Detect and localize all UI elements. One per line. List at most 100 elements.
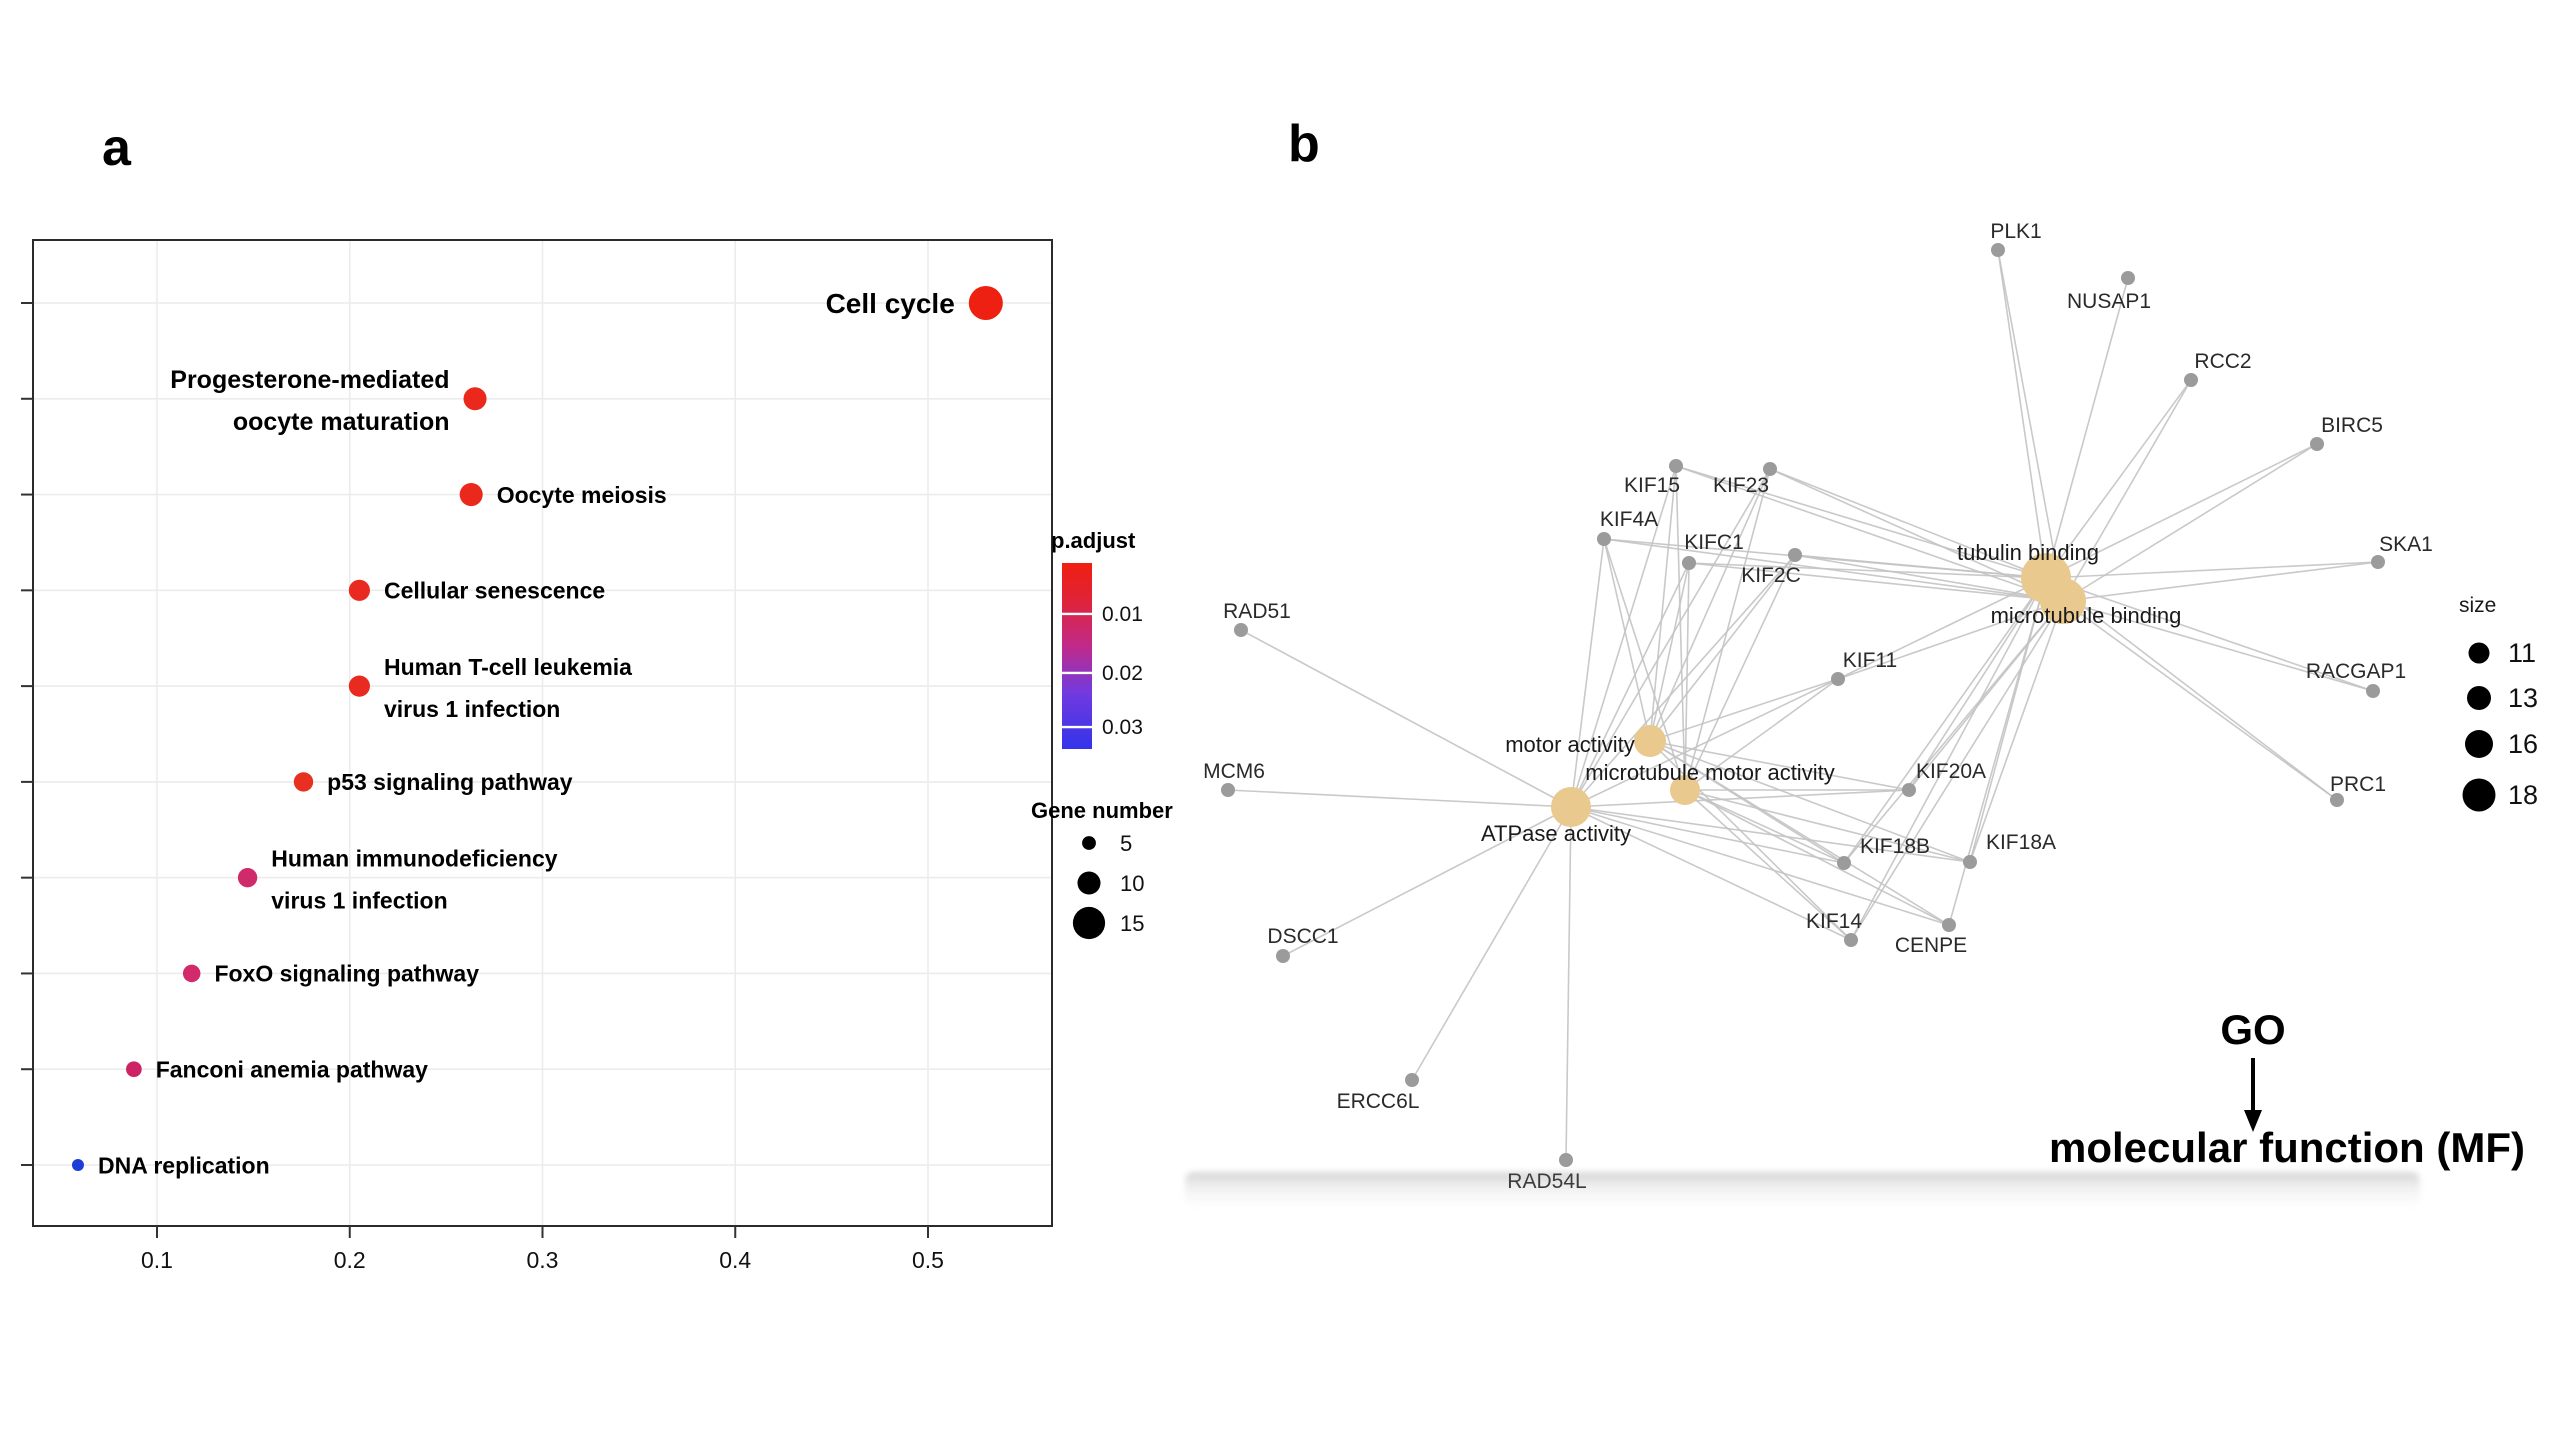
gene-number-legend-dot	[1077, 871, 1101, 895]
network-edge	[1843, 600, 2064, 864]
network-edge	[1684, 789, 1971, 863]
gene-label-KIF2C: KIF2C	[1741, 564, 1801, 587]
network-edge	[1570, 806, 1971, 863]
gene-label-BIRC5: BIRC5	[2321, 414, 2383, 437]
network-edge	[1570, 789, 1910, 808]
network-edge	[2062, 561, 2379, 602]
network-edge	[1675, 465, 2064, 602]
gene-label-PRC1: PRC1	[2330, 773, 2386, 796]
network-edge	[1565, 806, 1572, 1161]
network-edge	[1837, 577, 2047, 680]
network-edge	[1570, 538, 1605, 808]
gene-label-KIF15: KIF15	[1624, 474, 1680, 497]
gene-node-PRC1	[2330, 793, 2344, 807]
network-edge	[2045, 443, 2318, 579]
term-label-motor_activity: motor activity	[1505, 732, 1635, 757]
gene-node-RCC2	[2184, 373, 2198, 387]
gene-label-KIF20A: KIF20A	[1916, 760, 1986, 783]
term-label-microtubule_motor_activity: microtubule motor activity	[1585, 760, 1834, 785]
pathway-label: oocyte maturation	[233, 408, 450, 436]
network-edge	[1684, 678, 1839, 791]
gene-number-legend-label: 10	[1120, 871, 1144, 896]
pathway-label: Cell cycle	[826, 288, 955, 319]
panel-b-network: PLK1 NUSAP1 RCC2 BIRC5 SKA1 RACGAP1 PRC1 KIF15 K…	[1203, 220, 2538, 1193]
gene-number-legend-label: 5	[1120, 831, 1132, 856]
gene-number-legend-dot	[1082, 836, 1096, 850]
gene-node-RAD54L	[1559, 1153, 1573, 1167]
gene-label-ERCC6L: ERCC6L	[1337, 1090, 1420, 1113]
x-axis-tick-label: 0.5	[912, 1247, 944, 1273]
colorbar-tick-label: 0.03	[1102, 716, 1143, 739]
network-edge	[1908, 577, 2047, 791]
go-annotation-label: GO	[2220, 1006, 2286, 1053]
colorbar-tick-label: 0.01	[1102, 603, 1143, 626]
network-edge	[2045, 379, 2192, 579]
gene-number-legend-dot	[1072, 906, 1106, 940]
term-label-atpase_activity: ATPase activity	[1481, 821, 1631, 846]
network-edge	[1570, 806, 1852, 941]
x-axis-tick-label: 0.1	[141, 1247, 173, 1273]
gene-node-MCM6	[1221, 783, 1235, 797]
gene-node-KIF20A	[1902, 783, 1916, 797]
network-edge	[1570, 806, 1950, 926]
term-node-motor_activity	[1634, 725, 1666, 757]
network-edge	[1684, 789, 1845, 864]
pathway-label: Oocyte meiosis	[497, 482, 667, 508]
gene-node-NUSAP1	[2121, 271, 2135, 285]
network-edge	[1649, 740, 1852, 941]
size-legend-label: 11	[2508, 638, 2536, 668]
size-legend-dot	[2467, 686, 2491, 710]
network-edge	[2062, 379, 2192, 602]
gene-node-KIF2C	[1788, 548, 1802, 562]
pathway-point	[71, 1159, 84, 1171]
network-edge	[1649, 678, 1839, 742]
gene-number-legend-title: Gene number	[1031, 798, 1173, 823]
network-edge	[1282, 806, 1572, 957]
panel-a-label: a	[102, 119, 131, 177]
x-axis-tick-label: 0.2	[334, 1247, 366, 1273]
pathway-point	[968, 285, 1003, 321]
network-edge	[1997, 249, 2064, 602]
size-legend-title: size	[2459, 594, 2496, 617]
gene-label-KIF18A: KIF18A	[1986, 831, 2056, 854]
gene-label-KIF14: KIF14	[1806, 910, 1862, 933]
gene-label-KIF23: KIF23	[1713, 474, 1769, 497]
gene-label-CENPE: CENPE	[1895, 934, 1967, 957]
gene-label-NUSAP1: NUSAP1	[2067, 290, 2151, 313]
x-axis-tick-label: 0.4	[719, 1247, 751, 1273]
gene-label-DSCC1: DSCC1	[1267, 925, 1338, 948]
gene-label-KIFC1: KIFC1	[1684, 531, 1744, 554]
pathway-label: Human immunodeficiency	[271, 846, 557, 872]
gene-node-BIRC5	[2310, 437, 2324, 451]
network-edge	[2045, 277, 2129, 579]
network-edge	[1969, 600, 2064, 863]
gene-label-PLK1: PLK1	[1990, 220, 2041, 243]
network-edge	[1688, 562, 2064, 602]
size-legend-dot	[2462, 778, 2496, 812]
term-node-microtubule_motor_activity	[1670, 775, 1700, 805]
network-edge	[1675, 465, 2047, 579]
gene-node-KIF14	[1844, 933, 1858, 947]
gene-node-KIF11	[1831, 672, 1845, 686]
pathway-point	[348, 675, 370, 697]
network-edge	[1688, 562, 2047, 579]
network-edge	[2062, 443, 2318, 602]
gene-node-DSCC1	[1276, 949, 1290, 963]
network-edge	[1649, 740, 1950, 926]
colorbar-tick-label: 0.02	[1102, 662, 1143, 685]
network-edge	[1240, 629, 1572, 808]
network-edge	[1227, 789, 1572, 808]
gene-node-PLK1	[1991, 243, 2005, 257]
padjust-colorbar	[1062, 563, 1092, 749]
network-edge	[1997, 249, 2047, 579]
term-node-atpase_activity	[1551, 787, 1591, 827]
gene-label-KIF4A: KIF4A	[1600, 508, 1658, 531]
network-edge	[1570, 806, 1845, 864]
network-edge	[1570, 465, 1677, 808]
pathway-label: Fanconi anemia pathway	[156, 1057, 428, 1083]
gene-label-MCM6: MCM6	[1203, 760, 1265, 783]
gene-node-KIF23	[1763, 462, 1777, 476]
gene-label-RACGAP1: RACGAP1	[2306, 660, 2406, 683]
gene-node-RACGAP1	[2366, 684, 2380, 698]
